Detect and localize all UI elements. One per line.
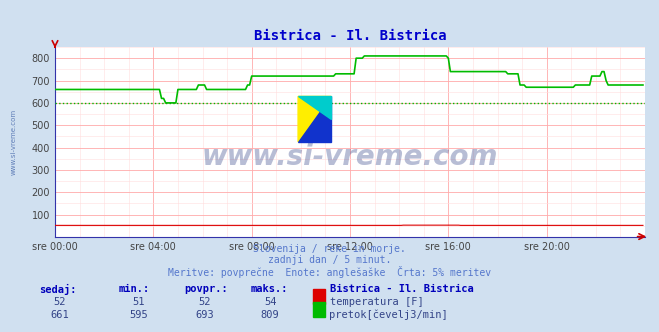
Text: povpr.:: povpr.: (185, 284, 228, 294)
Text: Meritve: povprečne  Enote: anglešaške  Črta: 5% meritev: Meritve: povprečne Enote: anglešaške Črt… (168, 266, 491, 278)
Polygon shape (298, 96, 331, 142)
Text: temperatura [F]: temperatura [F] (330, 297, 423, 307)
Text: 693: 693 (195, 310, 214, 320)
Text: pretok[čevelj3/min]: pretok[čevelj3/min] (330, 310, 448, 320)
Title: Bistrica - Il. Bistrica: Bistrica - Il. Bistrica (254, 29, 446, 43)
Text: 809: 809 (261, 310, 279, 320)
Text: 54: 54 (264, 297, 276, 307)
Text: 52: 52 (53, 297, 65, 307)
Text: 661: 661 (50, 310, 69, 320)
Text: min.:: min.: (119, 284, 150, 294)
Text: maks.:: maks.: (250, 284, 288, 294)
Polygon shape (298, 96, 331, 119)
Text: www.si-vreme.com: www.si-vreme.com (202, 143, 498, 171)
Text: www.si-vreme.com: www.si-vreme.com (11, 109, 16, 175)
Text: 52: 52 (198, 297, 210, 307)
Text: sedaj:: sedaj: (40, 284, 77, 295)
Text: 595: 595 (129, 310, 148, 320)
Polygon shape (298, 96, 331, 142)
Text: 51: 51 (132, 297, 144, 307)
Text: Slovenija / reke in morje.: Slovenija / reke in morje. (253, 244, 406, 254)
Text: zadnji dan / 5 minut.: zadnji dan / 5 minut. (268, 255, 391, 265)
Text: Bistrica - Il. Bistrica: Bistrica - Il. Bistrica (330, 284, 473, 294)
